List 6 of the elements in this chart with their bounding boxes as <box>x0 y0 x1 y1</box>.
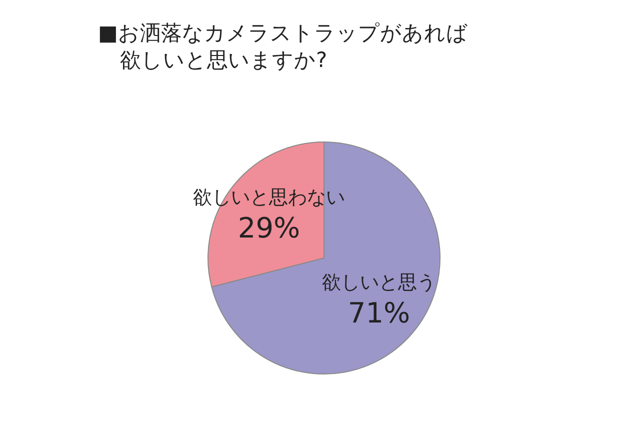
chart-title: ■お洒落なカメラストラップがあれば欲しいと思いますか? <box>98 20 469 74</box>
pie-slice <box>211 142 440 374</box>
slice-label: 欲しいと思わない <box>193 186 346 208</box>
slice-label: 欲しいと思う <box>322 272 436 294</box>
data-label: 71% <box>348 296 410 330</box>
data-label: 29% <box>238 211 300 244</box>
